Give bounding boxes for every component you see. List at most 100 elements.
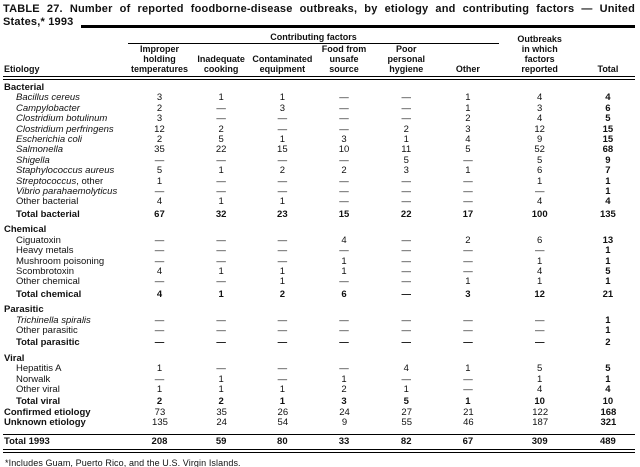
value-cell: 1 — [403, 134, 409, 146]
value-cell: 2 — [156, 396, 163, 408]
value-cell: 21 — [463, 406, 474, 418]
value-cell: — — [463, 196, 473, 208]
value-cell: 4 — [537, 92, 543, 104]
value-cell: — — [401, 113, 411, 125]
value-cell: 9 — [605, 154, 611, 166]
etiology-label-text: Escherichia coli — [16, 134, 82, 146]
value-cell: 2 — [279, 288, 285, 300]
table-row: Shigella — — — — 5 — 5 9 — [3, 154, 635, 166]
value-cell: 4 — [605, 92, 611, 104]
column-header-inadequate-cooking: Inadequate cooking — [190, 43, 252, 80]
etiology-label: Staphylococcus aureus — [3, 166, 128, 176]
value-cell: — — [339, 363, 349, 375]
value-cell: 2 — [341, 165, 347, 177]
total-row-label: Total bacterial — [3, 208, 128, 220]
value-cell: — — [401, 373, 411, 385]
value-cell: — — [401, 276, 411, 288]
value-cell: 12 — [534, 288, 545, 300]
value-cell: 4 — [465, 134, 471, 146]
value-cell: — — [401, 234, 411, 246]
value-cell: — — [463, 245, 473, 257]
value-cell: 1 — [465, 363, 471, 375]
value-cell: 2 — [465, 234, 471, 246]
table-row: Other bacterial 4 1 1 — — — 4 4 — [3, 196, 635, 208]
value-cell: — — [339, 113, 349, 125]
value-cell: — — [154, 373, 165, 385]
value-cell: — — [534, 245, 545, 257]
value-cell: — — [277, 337, 288, 349]
value-cell: 489 — [580, 433, 635, 453]
etiology-label-text: Other chemical — [16, 276, 80, 288]
etiology-label-text: Mushroom poisoning — [16, 255, 105, 267]
etiology-label: Mushroom poisoning — [3, 255, 128, 267]
value-cell: 9 — [537, 134, 543, 146]
value-cell: 1 — [279, 196, 285, 208]
value-cell: 59 — [190, 433, 252, 453]
value-cell: — — [154, 314, 165, 326]
etiology-label: Other chemical — [3, 277, 128, 287]
value-cell: 7 — [605, 165, 611, 177]
value-cell: 1 — [341, 373, 347, 385]
value-cell: — — [277, 186, 288, 198]
value-cell: 15 — [338, 208, 350, 220]
table-row: Hepatitis A 1 — — — 4 1 5 5 — [3, 363, 635, 375]
value-cell: — — [277, 324, 288, 336]
header-spacer-cell — [3, 32, 128, 44]
value-cell: 33 — [312, 433, 376, 453]
value-cell: 80 — [251, 433, 313, 453]
value-cell: — — [401, 175, 411, 187]
footnote: *Includes Guam, Puerto Rico, and the U.S… — [5, 458, 241, 467]
value-cell: 15 — [602, 123, 614, 135]
value-cell: 1 — [156, 175, 163, 187]
value-cell: 5 — [605, 363, 611, 375]
table-header: Contributing factors Outbreaks in which … — [3, 32, 635, 80]
value-cell: 3 — [341, 134, 347, 146]
etiology-label: Norwalk — [3, 374, 128, 385]
value-cell: 1 — [279, 396, 285, 408]
value-cell: — — [339, 245, 349, 257]
summary-row: Confirmed etiology 73 35 26 24 27 21 122 168 — [3, 406, 635, 418]
title-line-2-row: States,* 1993 — [3, 16, 635, 29]
table-row: Other chemical — — 1 — — 1 1 1 — [3, 276, 635, 288]
value-cell: — — [339, 102, 349, 114]
table-row: Campylobacter 2 — 3 — — 1 3 6 — [3, 102, 635, 114]
value-cell: 67 — [437, 433, 499, 453]
table-row: Escherichia coli 2 5 1 3 1 4 9 15 — [3, 134, 635, 146]
value-cell: 2 — [341, 383, 347, 395]
value-cell: 24 — [339, 406, 350, 418]
value-cell: 73 — [154, 406, 166, 418]
value-cell: 1 — [465, 165, 471, 177]
table-row: Vibrio parahaemolyticus — — — — — — — 1 — [3, 186, 635, 198]
value-cell: 2 — [279, 165, 285, 177]
value-cell: — — [401, 245, 411, 257]
total-row-label: Total parasitic — [3, 336, 128, 348]
table-title: TABLE 27. Number of reported foodborne-d… — [3, 3, 635, 29]
value-cell: 55 — [401, 417, 412, 429]
table-row: Scombrotoxin 4 1 1 1 — — 4 5 — [3, 266, 635, 277]
value-cell: 1 — [218, 196, 224, 208]
value-cell: 1 — [605, 373, 611, 385]
table-row: Salmonella 35 22 15 10 11 5 52 68 — [3, 145, 635, 156]
value-cell: 4 — [403, 363, 409, 375]
table-row: Other viral 1 1 1 2 1 — 4 4 — [3, 383, 635, 395]
value-cell: 1 — [279, 92, 285, 104]
value-cell: — — [154, 255, 165, 267]
value-cell: — — [401, 288, 411, 300]
value-cell: 309 — [498, 433, 581, 453]
etiology-label: Clostridium perfringens — [3, 124, 128, 135]
value-cell: 1 — [156, 383, 163, 395]
section-total-row: Total bacterial 67 32 23 15 22 17 100 135 — [3, 208, 635, 220]
table-row: Heavy metals — — — — — — — 1 — [3, 245, 635, 257]
etiology-label-text: Shigella — [16, 154, 50, 166]
value-cell: 1 — [341, 255, 347, 267]
column-header-contaminated-equipment: Contaminated equipment — [251, 43, 313, 80]
value-cell: 10 — [534, 396, 545, 408]
etiology-label-text: Other viral — [16, 383, 60, 395]
value-cell: 1 — [605, 175, 611, 187]
etiology-label-text: Total 1993 — [4, 435, 50, 447]
title-line-1: TABLE 27. Number of reported foodborne-d… — [3, 3, 635, 15]
value-cell: — — [463, 154, 473, 166]
etiology-label: Trichinella spiralis — [3, 315, 128, 326]
table-row: Bacillus cereus 3 1 1 — — 1 4 4 — [3, 92, 635, 104]
etiology-label-text: Streptococcus — [16, 175, 77, 187]
